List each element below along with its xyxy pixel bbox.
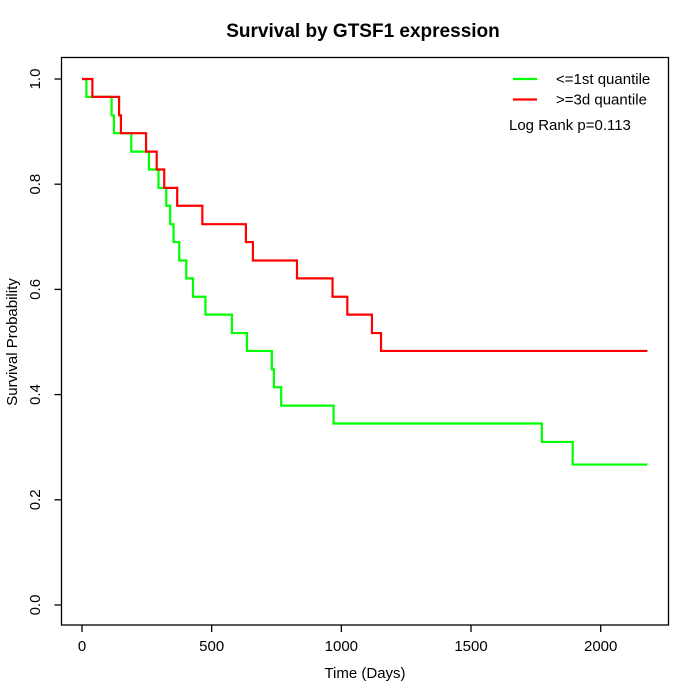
x-tick-label: 1500: [454, 638, 487, 655]
y-tick-label: 0.4: [27, 384, 44, 405]
x-tick-label: 2000: [584, 638, 617, 655]
y-axis-ticks: 0.0 0.2 0.4 0.6 0.8 1.0: [27, 69, 62, 616]
x-axis-ticks: 0 500 1000 1500 2000: [78, 625, 617, 655]
plot-box: [60, 56, 670, 626]
survival-curves: [82, 77, 648, 466]
x-tick-label: 1000: [325, 638, 358, 655]
y-tick-label: 0.6: [27, 279, 44, 300]
km-curve-high-quantile: [82, 77, 648, 353]
legend: <=1st quantile >=3d quantile Log Rank p=…: [509, 71, 650, 134]
legend-label-low-quantile: <=1st quantile: [556, 71, 650, 88]
y-axis-title: Survival Probability: [4, 278, 21, 406]
chart-title: Survival by GTSF1 expression: [226, 21, 500, 42]
x-tick-label: 500: [199, 638, 224, 655]
y-tick-label: 1.0: [27, 69, 44, 90]
y-tick-label: 0.2: [27, 489, 44, 510]
y-tick-label: 0.0: [27, 595, 44, 616]
km-curve-low-quantile: [82, 77, 648, 466]
log-rank-note: Log Rank p=0.113: [509, 117, 631, 134]
x-tick-label: 0: [78, 638, 86, 655]
legend-label-high-quantile: >=3d quantile: [556, 92, 647, 109]
x-axis-title: Time (Days): [324, 665, 405, 682]
y-tick-label: 0.8: [27, 174, 44, 195]
